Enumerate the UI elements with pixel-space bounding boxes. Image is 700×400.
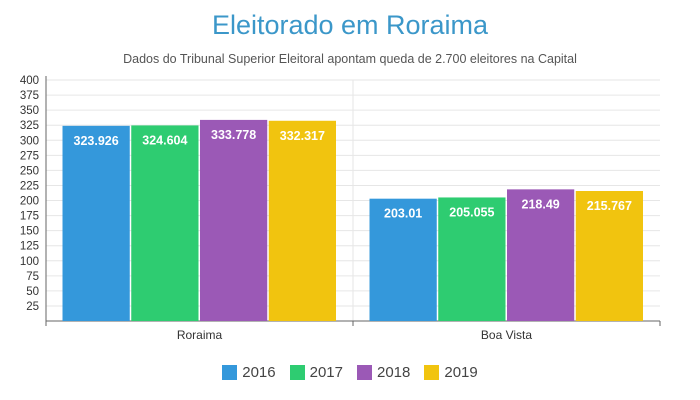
legend-swatch-2016 xyxy=(222,365,238,380)
x-tick-label-roraima: Roraima xyxy=(177,328,223,342)
y-tick-label-325: 325 xyxy=(20,120,39,132)
legend-label-2019: 2019 xyxy=(444,364,478,381)
y-tick-label-275: 275 xyxy=(20,150,39,162)
chart-subtitle: Dados do Tribunal Superior Eleitoral apo… xyxy=(123,52,577,66)
bar-roraima-2018 xyxy=(200,119,268,321)
y-tick-label-250: 250 xyxy=(20,165,39,177)
y-tick-label-100: 100 xyxy=(20,256,39,268)
y-tick-label-200: 200 xyxy=(20,196,39,208)
bar-roraima-2017 xyxy=(131,125,199,321)
bar-roraima-2019 xyxy=(268,120,336,321)
legend-label-2016: 2016 xyxy=(242,364,276,381)
chart-title: Eleitorado em Roraima xyxy=(211,10,489,40)
data-label-boa-vista-2017: 205.055 xyxy=(449,205,494,219)
legend-swatch-2018 xyxy=(357,365,372,380)
data-label-boa-vista-2018: 218.49 xyxy=(522,197,560,211)
y-tick-label-300: 300 xyxy=(20,135,39,147)
bar-boa-vista-2016 xyxy=(369,198,437,321)
bar-chart: 25 50 75 100 125 150 175 200 225 250 275 300 325 350 3… xyxy=(20,75,661,342)
y-tick-label-400: 400 xyxy=(20,75,39,87)
bar-boa-vista-2017 xyxy=(438,197,506,321)
legend-item-2017[interactable]: 2017 xyxy=(289,364,343,381)
legend-item-2018[interactable]: 2018 xyxy=(357,364,410,381)
data-label-roraima-2016: 323.926 xyxy=(74,134,119,148)
y-tick-label-75: 75 xyxy=(26,271,39,283)
y-tick-label-225: 225 xyxy=(20,180,39,192)
data-label-roraima-2019: 332.317 xyxy=(280,129,325,143)
legend-item-2019[interactable]: 2019 xyxy=(424,364,478,381)
bar-boa-vista-2019 xyxy=(575,191,643,321)
data-label-roraima-2018: 333.778 xyxy=(211,128,256,142)
y-tick-label-125: 125 xyxy=(20,241,39,253)
legend: 2016 2017 2018 2019 xyxy=(0,364,700,381)
y-tick-label-50: 50 xyxy=(26,286,39,298)
y-tick-label-25: 25 xyxy=(26,301,39,313)
data-label-boa-vista-2019: 215.767 xyxy=(587,199,632,213)
bar-boa-vista-2018 xyxy=(507,189,575,321)
legend-label-2017: 2017 xyxy=(309,364,343,381)
data-label-boa-vista-2016: 203.01 xyxy=(384,207,422,221)
y-tick-label-350: 350 xyxy=(20,105,39,117)
y-tick-label-150: 150 xyxy=(20,226,39,238)
y-tick-label-175: 175 xyxy=(20,211,39,223)
legend-swatch-2017 xyxy=(289,365,305,380)
legend-label-2018: 2018 xyxy=(377,364,411,381)
legend-item-2016[interactable]: 2016 xyxy=(222,364,276,381)
x-tick-label-boa-vista: Boa Vista xyxy=(481,328,532,342)
y-tick-label-375: 375 xyxy=(20,90,39,102)
legend-swatch-2019 xyxy=(424,365,440,380)
bar-roraima-2016 xyxy=(62,125,130,321)
data-label-roraima-2017: 324.604 xyxy=(142,133,187,147)
